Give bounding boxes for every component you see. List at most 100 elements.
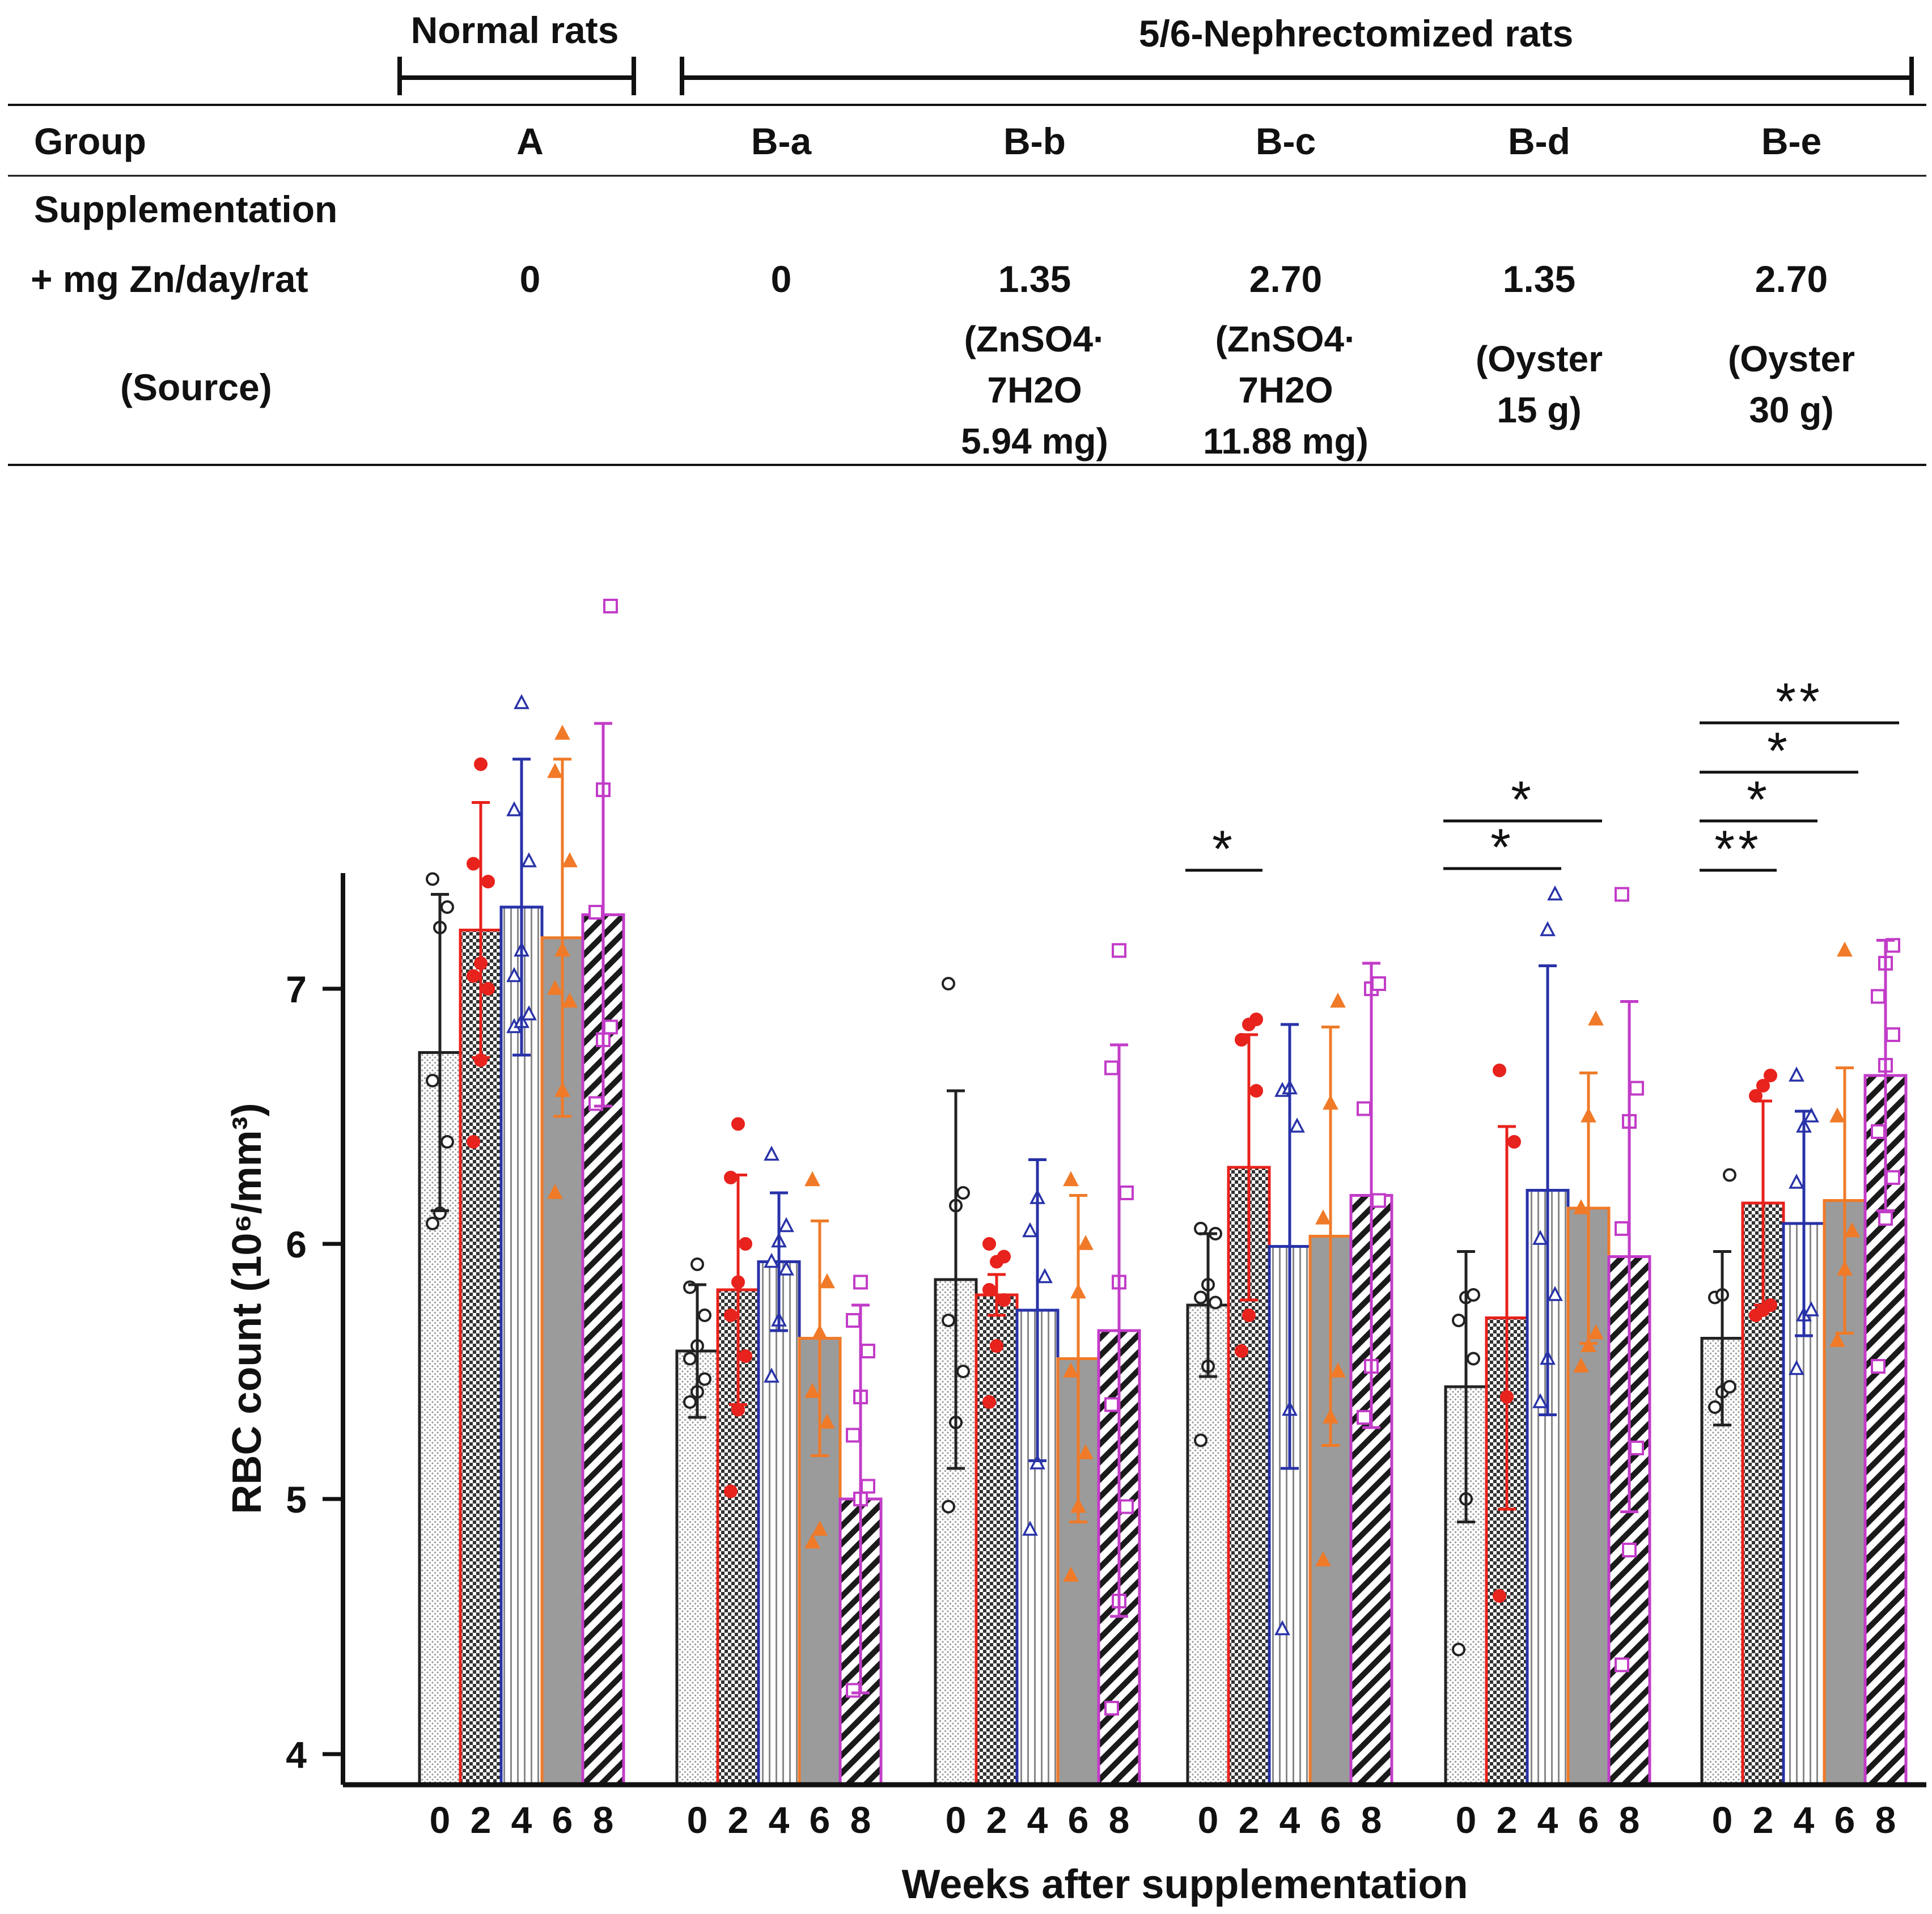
point-B-a-week-4	[778, 1217, 794, 1233]
x-tick-label: 4	[1794, 1799, 1815, 1841]
points-layer	[426, 599, 1900, 1716]
point-B-d-week-0	[1452, 1642, 1465, 1657]
point-B-c-week-8	[1371, 976, 1386, 991]
point-B-c-week-0	[1209, 1295, 1222, 1310]
error-bar-B-a-week-0	[688, 1283, 706, 1419]
significance-mark: *	[1767, 722, 1791, 780]
source-line: (Oyster	[1476, 338, 1603, 379]
error-bar-A-week-6	[553, 757, 571, 1118]
table-col-B-c: B-c 2.70 (ZnSO4· 7H2O 11.88 mg)	[1203, 120, 1368, 461]
point-B-d-week-0	[1452, 1314, 1465, 1327]
significance-layer: * ********	[1185, 673, 1899, 878]
point-B-d-week-6	[1573, 1357, 1589, 1373]
point-B-e-week-4	[1789, 1066, 1804, 1082]
point-A-week-4	[521, 852, 537, 867]
x-tick-label: 0	[1712, 1799, 1733, 1841]
x-tick-label: 4	[1279, 1799, 1300, 1841]
y-tick-label: 4	[286, 1734, 307, 1776]
point-A-week-6	[562, 852, 578, 867]
point-B-e-week-2	[1756, 1079, 1770, 1092]
point-A-week-6	[562, 992, 578, 1008]
table-col-B-b: B-b 1.35 (ZnSO4· 7H2O 5.94 mg)	[961, 120, 1108, 461]
error-bar-B-e-week-8	[1876, 939, 1895, 1212]
error-bar-B-d-week-6	[1579, 1072, 1598, 1345]
error-bar-B-b-week-0	[947, 1089, 965, 1470]
dose-value: 0	[520, 258, 541, 300]
error-bar-B-d-week-0	[1457, 1250, 1475, 1523]
point-A-week-0	[426, 1217, 439, 1230]
x-tick-label: 2	[471, 1799, 492, 1841]
point-B-c-week-6	[1330, 1362, 1346, 1378]
point-B-d-week-4	[1532, 1230, 1548, 1245]
point-B-b-week-6	[1063, 1171, 1079, 1187]
table-col-B-a: B-a 0	[751, 120, 812, 300]
point-B-c-week-2	[1235, 1344, 1248, 1358]
error-bar-B-a-week-8	[851, 1303, 870, 1695]
point-B-a-week-0	[683, 1395, 697, 1409]
x-tick-label: 8	[1109, 1799, 1130, 1841]
point-B-a-week-6	[804, 1533, 820, 1549]
point-B-a-week-2	[731, 1117, 745, 1131]
dose-value: 1.35	[1503, 258, 1575, 300]
point-B-a-week-2	[739, 1349, 752, 1363]
x-axis-label: Weeks after supplementation	[902, 1862, 1468, 1907]
x-tick-label: 6	[1834, 1799, 1855, 1841]
point-B-e-week-6	[1829, 1107, 1845, 1123]
x-tick-label: 4	[1537, 1799, 1558, 1841]
point-B-c-week-4	[1289, 1117, 1305, 1133]
point-B-b-week-0	[942, 1500, 955, 1514]
group-id: B-e	[1761, 120, 1821, 162]
point-B-a-week-8	[846, 1313, 861, 1328]
x-tick-label: 2	[1497, 1799, 1518, 1841]
error-bar-B-e-week-6	[1836, 1066, 1854, 1335]
error-bar-B-b-week-4	[1028, 1158, 1046, 1462]
error-bar-B-d-week-4	[1539, 964, 1557, 1416]
point-B-a-week-4	[778, 1260, 794, 1276]
point-B-c-week-8	[1357, 1101, 1371, 1116]
point-B-e-week-4	[1789, 1174, 1804, 1189]
point-B-a-week-8	[861, 1479, 875, 1494]
dose-value: 1.35	[998, 258, 1071, 300]
y-tick-label: 7	[286, 968, 307, 1010]
point-B-e-week-8	[1871, 989, 1886, 1004]
point-B-b-week-0	[956, 1365, 970, 1378]
point-B-b-week-2	[997, 1293, 1011, 1307]
significance-B-d-0-vs-4: *	[1443, 819, 1561, 876]
x-tick-label: 2	[986, 1799, 1007, 1841]
point-B-d-week-6	[1588, 1010, 1604, 1026]
point-A-week-6	[547, 1184, 563, 1199]
point-B-c-week-8	[1357, 1410, 1371, 1425]
x-tick-label: 0	[1456, 1799, 1477, 1841]
error-bar-A-week-8	[594, 722, 612, 1108]
point-B-b-week-4	[1029, 1454, 1045, 1470]
point-B-c-week-8	[1371, 1193, 1386, 1208]
point-B-b-week-6	[1063, 1566, 1079, 1582]
point-B-b-week-8	[1104, 1397, 1119, 1412]
x-tick-label: 0	[1198, 1799, 1219, 1841]
point-B-d-week-6	[1573, 1199, 1589, 1214]
error-bar-B-b-week-8	[1110, 1043, 1128, 1618]
point-B-d-week-0	[1467, 1288, 1480, 1302]
x-tick-label: 4	[511, 1799, 532, 1841]
significance-mark: **	[1714, 820, 1762, 878]
error-bar-A-week-4	[512, 757, 531, 1057]
point-B-a-week-8	[853, 1274, 868, 1290]
point-A-week-2	[481, 875, 495, 888]
point-B-a-week-4	[764, 1145, 779, 1161]
point-B-b-week-8	[1112, 943, 1126, 958]
point-B-d-week-8	[1622, 1543, 1637, 1557]
point-B-a-week-8	[861, 1344, 875, 1358]
point-B-a-week-2	[739, 1237, 752, 1251]
point-B-a-week-8	[846, 1683, 861, 1698]
point-B-b-week-2	[997, 1250, 1011, 1264]
error-bar-B-c-week-2	[1240, 1033, 1258, 1302]
point-B-e-week-4	[1803, 1301, 1819, 1316]
point-B-c-week-0	[1194, 1290, 1208, 1305]
point-B-d-week-6	[1588, 1324, 1604, 1340]
point-B-c-week-6	[1330, 992, 1346, 1008]
point-B-e-week-2	[1764, 1069, 1777, 1082]
x-tick-label: 6	[1578, 1799, 1599, 1841]
